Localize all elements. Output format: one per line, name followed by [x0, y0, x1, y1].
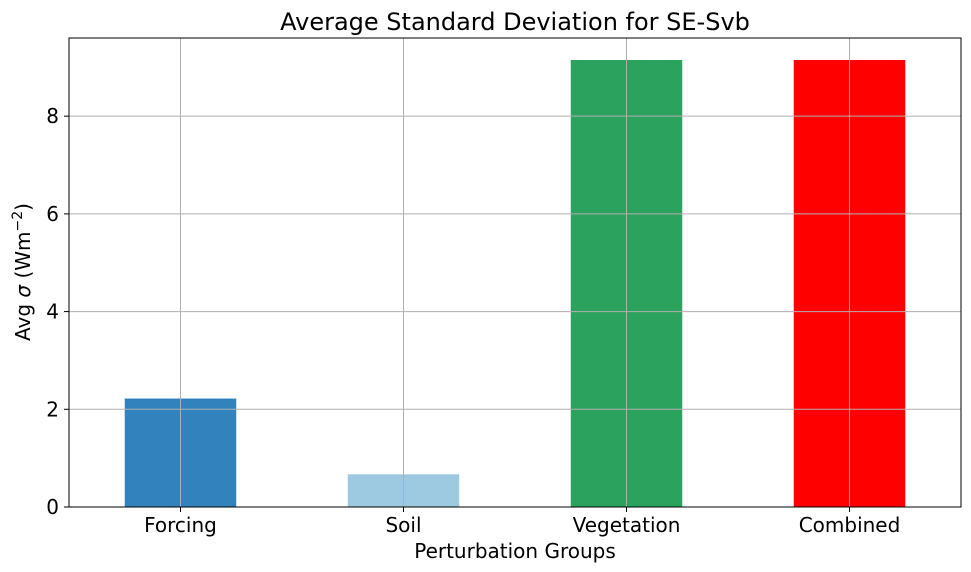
- y-axis-label-close: ): [11, 203, 35, 211]
- y-axis-label-symbol: σ: [11, 284, 35, 298]
- plot-frame: [68, 37, 962, 508]
- x-tick-label: Combined: [799, 513, 901, 537]
- y-tick-label: 0: [46, 495, 59, 519]
- y-axis-label: Avg σ (Wm−2): [10, 203, 35, 341]
- chart-title: Average Standard Deviation for SE-Svb: [280, 8, 750, 36]
- y-ticks: 0 2 4 6 8: [46, 104, 69, 519]
- y-tick-label: 2: [46, 397, 59, 421]
- y-tick-label: 4: [46, 300, 59, 324]
- x-tick-label: Soil: [385, 513, 421, 537]
- x-ticks: Forcing Soil Vegetation Combined: [144, 507, 900, 537]
- y-axis-label-unit: (Wm: [11, 231, 35, 284]
- x-axis-label: Perturbation Groups: [414, 539, 616, 563]
- y-tick-label: 8: [46, 104, 59, 128]
- x-tick-label: Vegetation: [573, 513, 681, 537]
- bars: [124, 59, 906, 507]
- x-tick-label: Forcing: [144, 513, 217, 537]
- y-axis-label-superscript: −2: [10, 211, 26, 232]
- y-tick-label: 6: [46, 202, 59, 226]
- y-axis-label-prefix: Avg: [11, 298, 35, 341]
